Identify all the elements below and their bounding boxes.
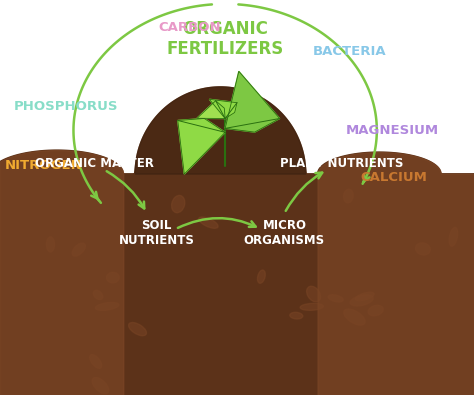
Ellipse shape <box>368 305 383 316</box>
Ellipse shape <box>344 189 353 203</box>
Polygon shape <box>197 101 225 118</box>
Ellipse shape <box>95 303 119 310</box>
Text: ORGANIC MATTER: ORGANIC MATTER <box>36 158 154 170</box>
Ellipse shape <box>128 322 146 336</box>
Ellipse shape <box>356 292 374 301</box>
Ellipse shape <box>328 295 343 302</box>
Ellipse shape <box>172 196 185 213</box>
Ellipse shape <box>415 243 430 255</box>
Text: CARBON: CARBON <box>158 21 221 34</box>
Ellipse shape <box>46 237 55 252</box>
Polygon shape <box>210 99 237 118</box>
Ellipse shape <box>300 303 323 310</box>
Ellipse shape <box>90 354 102 369</box>
Text: SOIL
NUTRIENTS: SOIL NUTRIENTS <box>118 219 194 247</box>
Text: PHOSPHORUS: PHOSPHORUS <box>14 100 118 113</box>
Text: MICRO
ORGANISMS: MICRO ORGANISMS <box>244 219 325 247</box>
Ellipse shape <box>449 227 458 246</box>
Ellipse shape <box>344 309 365 325</box>
Ellipse shape <box>350 295 374 306</box>
Text: BACTERIA: BACTERIA <box>313 45 386 58</box>
Polygon shape <box>178 118 225 174</box>
Ellipse shape <box>307 286 320 302</box>
Ellipse shape <box>290 312 303 319</box>
Text: PLANT NUTRIENTS: PLANT NUTRIENTS <box>280 158 403 170</box>
Ellipse shape <box>92 377 109 394</box>
Text: NITROGEN: NITROGEN <box>5 160 82 172</box>
Ellipse shape <box>93 290 103 300</box>
Ellipse shape <box>106 272 119 283</box>
Polygon shape <box>135 87 306 174</box>
Text: MAGNESIUM: MAGNESIUM <box>346 124 439 137</box>
Text: ORGANIC
FERTILIZERS: ORGANIC FERTILIZERS <box>166 20 284 58</box>
Ellipse shape <box>72 243 85 256</box>
Ellipse shape <box>199 217 218 228</box>
Polygon shape <box>225 71 280 132</box>
Text: CALCIUM: CALCIUM <box>360 171 427 184</box>
Ellipse shape <box>257 270 265 283</box>
